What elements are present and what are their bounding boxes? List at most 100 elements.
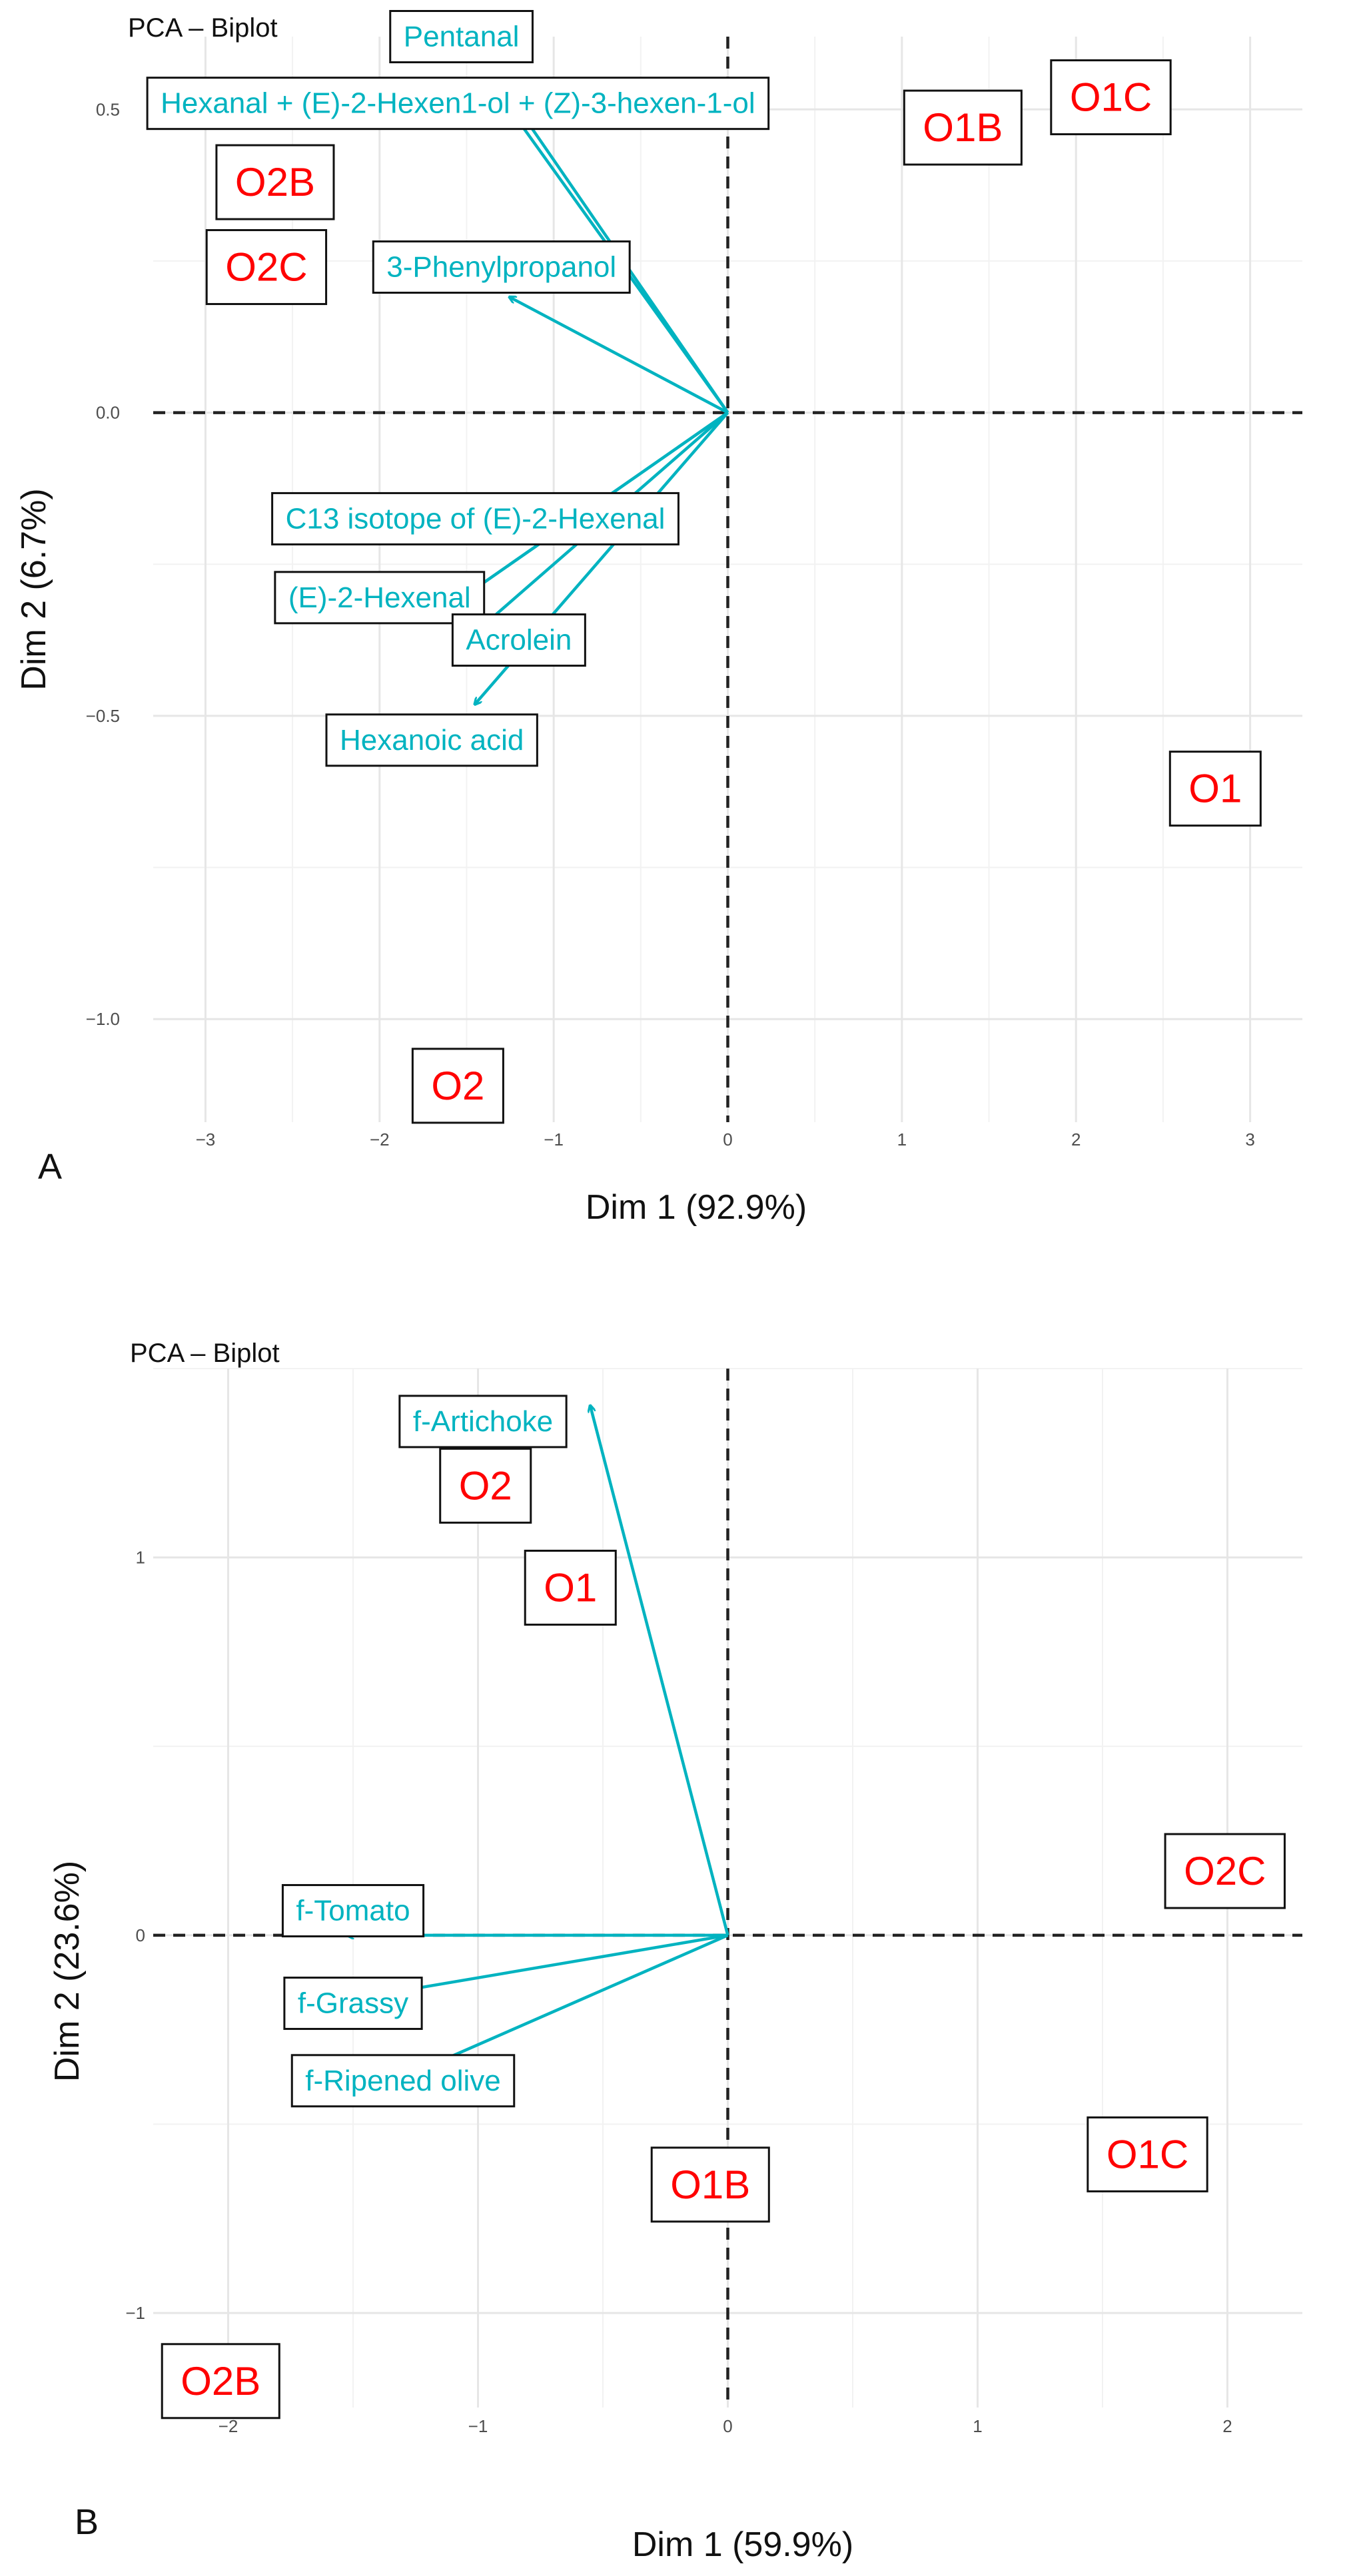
panel-a-title: PCA – Biplot [128, 13, 278, 43]
panel-a-variable-label-text: Hexanoic acid [340, 724, 524, 757]
panel-b-variable-label-box [398, 1395, 568, 1449]
panel-b-individual-o1b: O1B [650, 2146, 770, 2223]
panel-a-y-tick-label: 0.0 [96, 403, 120, 423]
panel-a-variable-label-box [372, 240, 631, 294]
panel-a-individual-o2: O2 [411, 1048, 504, 1124]
panel-a-variable-label-3-phenylpropanol: 3-Phenylpropanol [372, 240, 631, 294]
panel-a-individual-label: O2C [225, 245, 307, 290]
panel-a-individual-label: O2B [235, 160, 315, 204]
panel-a-x-tick-label: −3 [196, 1129, 216, 1149]
panel-b-variable-label-box [283, 1977, 423, 2031]
panel-a-variable-label-box [271, 491, 679, 545]
panel-b-individual-label: O2B [181, 2359, 260, 2404]
panel-a-individual-o2c: O2C [205, 229, 328, 306]
panel-a-variable-label-hexanal-e-2-hexen1-ol-z-3-hexen-1-ol: Hexanal + (E)-2-Hexen1-ol + (Z)-3-hexen-… [146, 77, 770, 131]
panel-a-individual-box [1168, 751, 1262, 827]
panel-b-individual-o1: O1 [524, 1550, 617, 1626]
panel-b-individual-box [439, 1447, 532, 1524]
panel-b-variable-label-f-artichoke: f-Artichoke [398, 1395, 568, 1449]
panel-b-individual-o2b: O2B [161, 2343, 280, 2419]
panel-b-y-tick-label: 0 [136, 1925, 145, 1945]
panel-a-y-tick-label: 0.5 [96, 99, 120, 119]
panel-a-x-tick-label: −1 [544, 1129, 564, 1149]
panel-a-individual-o2b: O2B [215, 144, 335, 220]
panel-a-variable-label-box [146, 77, 770, 131]
panel-a-individual-label: O1 [1188, 767, 1242, 811]
panel-a-individual-box [1050, 59, 1172, 136]
panel-b-variable-label-f-grassy: f-Grassy [283, 1977, 423, 2031]
panel-b-individual-o2c: O2C [1164, 1833, 1286, 1909]
panel-a-variable-label-text: Pentanal [404, 21, 520, 53]
panel-b-variable-label-text: f-Grassy [298, 1987, 408, 2020]
panel-a-individual-box [411, 1048, 504, 1124]
panel-b-individual-box [1164, 1833, 1286, 1909]
panel-b-individual-label: O2C [1184, 1849, 1266, 1893]
panel-b-individual-label: O1 [544, 1566, 597, 1610]
panel-a-y-tick-label: −0.5 [86, 706, 120, 726]
panel-a-variable-label-text: Hexanal + (E)-2-Hexen1-ol + (Z)-3-hexen-… [161, 87, 755, 120]
panel-a-individual-label: O2 [431, 1064, 484, 1108]
panel-a-x-tick-label: 3 [1245, 1129, 1254, 1149]
panel-a-variable-label-box [389, 10, 534, 63]
panel-b: −2 −1 0 1 2 −1 0 1 f-Artichoke f-Tomato f-Grassy f-… [48, 1339, 1302, 2564]
panel-a-variable-label-hexanoic-acid: Hexanoic acid [325, 713, 538, 767]
panel-b-y-axis-title: Dim 2 (23.6%) [48, 1861, 87, 2082]
panel-a-variable-label-e-2-hexenal: (E)-2-Hexenal [274, 571, 486, 625]
panel-a-variable-label-text: 3-Phenylpropanol [386, 251, 616, 284]
panel-b-x-tick-label: 1 [973, 2416, 982, 2436]
panel-a-x-tick-label: 0 [723, 1129, 732, 1149]
panel-a-variable-label-box [274, 571, 486, 625]
panel-a-letter: A [38, 1147, 62, 1187]
panel-a-variable-label-text: Acrolein [466, 624, 572, 657]
panel-b-individual-box [524, 1550, 617, 1626]
panel-a-variable-label-acrolein: Acrolein [451, 613, 586, 667]
panel-b-variable-label-text: f-Tomato [296, 1895, 410, 1927]
panel-b-individual-box [1087, 2116, 1208, 2192]
panel-b-letter: B [75, 2502, 99, 2542]
panel-b-x-tick-label: 0 [723, 2416, 732, 2436]
panel-a-variable-label-box [325, 713, 538, 767]
panel-a-variable-label-pentanal: Pentanal [389, 10, 534, 63]
panel-a-y-axis-title: Dim 2 (6.7%) [15, 488, 53, 690]
panel-a-x-tick-label: 1 [897, 1129, 907, 1149]
panel-b-variable-label-text: f-Ripened olive [305, 2065, 501, 2097]
panel-b-variable-label-f-ripened-olive: f-Ripened olive [290, 2054, 516, 2108]
panel-a-arrow-3-phenylpropanol [510, 298, 729, 414]
panel-b-variable-label-box [290, 2054, 516, 2108]
panel-a-x-tick-label: −2 [370, 1129, 390, 1149]
panel-b-x-tick-label: 2 [1222, 2416, 1232, 2436]
panel-b-individual-label: O1B [670, 2162, 750, 2207]
panel-a-variable-label-box [451, 613, 586, 667]
panel-b-individual-box [161, 2343, 280, 2419]
panel-a-variable-label-text: (E)-2-Hexenal [288, 581, 471, 614]
panel-b-individual-o1c: O1C [1087, 2116, 1208, 2192]
panel-a-individual-label: O1B [923, 105, 1003, 150]
panel-b-y-tick-label: 1 [136, 1548, 145, 1568]
panel-b-x-tick-label: −1 [468, 2416, 488, 2436]
panel-b-variable-label-box [281, 1884, 425, 1938]
panel-a-y-tick-label: −1.0 [86, 1009, 120, 1029]
panel-a-individual-label: O1C [1070, 75, 1152, 120]
panel-a-x-tick-label: 2 [1071, 1129, 1081, 1149]
panel-a-individual-o1: O1 [1168, 751, 1262, 827]
panel-a-individual-o1c: O1C [1050, 59, 1172, 136]
panel-b-individual-box [650, 2146, 770, 2223]
panel-a-variable-label-c13-isotope-of-e-2-hexenal: C13 isotope of (E)-2-Hexenal [271, 491, 679, 545]
panel-a-variable-label-text: C13 isotope of (E)-2-Hexenal [286, 502, 666, 535]
panel-b-title: PCA – Biplot [130, 1339, 280, 1368]
panel-b-arrow-f-artichoke [590, 1407, 729, 1936]
panel-b-individual-label: O1C [1107, 2132, 1188, 2176]
panel-a-x-axis-title: Dim 1 (92.9%) [586, 1188, 807, 1227]
panel-a-individual-o1b: O1B [903, 89, 1023, 166]
panel-b-x-tick-label: −2 [219, 2416, 238, 2436]
panel-b-variable-label-f-tomato: f-Tomato [281, 1884, 425, 1938]
panel-a: −3 −2 −1 0 1 2 3 −1.0 −0.5 0.0 0.5 Pentanal Hexanal … [15, 10, 1302, 1227]
panel-b-y-tick-label: −1 [125, 2303, 145, 2323]
panel-b-x-axis-title: Dim 1 (59.9%) [632, 2525, 853, 2564]
panel-a-individual-box [903, 89, 1023, 166]
panel-b-individual-label: O2 [459, 1463, 512, 1508]
panel-a-individual-box [205, 229, 328, 306]
panel-a-individual-box [215, 144, 335, 220]
panel-b-variable-label-text: f-Artichoke [413, 1405, 553, 1438]
